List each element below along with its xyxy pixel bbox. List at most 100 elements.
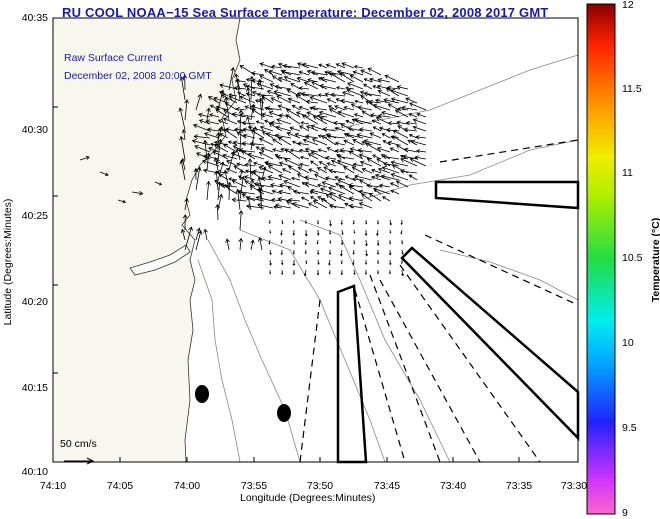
- map-title: RU COOL NOAA−15 Sea Surface Temperature:…: [62, 5, 549, 20]
- current-vector: [287, 97, 301, 104]
- current-vector: [304, 147, 319, 153]
- current-vector: [268, 110, 283, 118]
- current-vector: [366, 183, 382, 189]
- current-vector: [335, 63, 346, 69]
- current-vector: [195, 93, 203, 111]
- current-vector: [408, 133, 418, 139]
- current-vector: [325, 63, 337, 69]
- current-vector: [235, 106, 247, 112]
- current-vector: [408, 102, 427, 111]
- current-vector: [318, 110, 337, 118]
- current-vector: [217, 125, 224, 141]
- current-vector: [179, 159, 186, 181]
- current-vector: [371, 168, 382, 174]
- current-vector: [314, 173, 328, 181]
- current-vector: [202, 154, 220, 160]
- current-vector: [358, 127, 373, 133]
- current-vector: [340, 249, 343, 257]
- current-vector: [298, 148, 310, 153]
- current-vector: [376, 229, 379, 237]
- current-vector: [217, 193, 224, 211]
- current-vector: [281, 219, 284, 225]
- current-vector: [225, 238, 230, 251]
- current-vector: [236, 120, 247, 125]
- current-vector: [264, 160, 283, 167]
- current-vector: [192, 123, 211, 132]
- current-vector: [358, 202, 373, 209]
- land-mass: [52, 17, 241, 463]
- current-vector: [298, 86, 310, 91]
- current-vector: [179, 76, 186, 101]
- current-vector: [334, 126, 346, 132]
- current-vector: [184, 99, 190, 121]
- current-vector: [259, 125, 274, 132]
- current-vector: [330, 159, 346, 167]
- current-vector: [401, 239, 404, 245]
- current-vector: [195, 227, 201, 241]
- current-vector: [268, 69, 283, 76]
- current-vector: [258, 97, 263, 121]
- current-vector: [249, 178, 255, 191]
- current-vector: [281, 69, 301, 76]
- current-vector: [376, 146, 391, 153]
- current-vector: [309, 160, 319, 167]
- current-vector: [369, 77, 382, 83]
- current-vector: [329, 108, 346, 118]
- current-vector: [258, 151, 274, 160]
- current-vector: [318, 63, 328, 69]
- current-vector: [352, 139, 364, 146]
- current-vector: [285, 108, 301, 118]
- current-vector: [344, 175, 355, 181]
- current-vector: [284, 158, 301, 167]
- current-vector: [276, 95, 292, 104]
- current-vector: [281, 259, 284, 266]
- current-vector: [381, 166, 400, 174]
- ytick-label: 40:35: [21, 12, 48, 24]
- current-vector: [328, 186, 346, 195]
- current-vector: [217, 138, 223, 161]
- current-vector: [353, 229, 356, 234]
- current-vector: [270, 182, 283, 188]
- current-vector: [245, 87, 252, 111]
- current-vector: [292, 189, 310, 195]
- current-vector: [300, 121, 310, 125]
- current-vector: [250, 129, 265, 139]
- current-vector: [305, 99, 319, 105]
- current-vector: [269, 249, 272, 256]
- current-vector: [361, 110, 373, 118]
- current-vector: [363, 139, 382, 146]
- current-vector: [319, 83, 337, 90]
- radar-sectors: [336, 180, 580, 464]
- current-vector: [253, 161, 265, 167]
- current-vector: [343, 166, 355, 174]
- current-vector: [325, 194, 337, 202]
- current-vector: [334, 141, 346, 146]
- current-vector: [389, 229, 392, 234]
- current-vector: [287, 197, 301, 203]
- current-vector: [290, 83, 301, 90]
- current-vector: [299, 125, 310, 132]
- current-vector: [354, 118, 373, 125]
- ytick-label: 40:25: [21, 210, 48, 222]
- current-vector: [405, 97, 418, 104]
- current-vector: [329, 72, 346, 83]
- xtick-label: 73:45: [373, 480, 401, 492]
- current-vector: [228, 66, 235, 91]
- current-vector: [396, 120, 409, 126]
- ytick-label: 40:30: [21, 124, 48, 136]
- current-vector: [231, 112, 247, 118]
- current-vector: [338, 185, 355, 195]
- current-vector: [179, 135, 186, 161]
- colorbar-tick: 10: [622, 337, 634, 349]
- current-vector: [382, 140, 391, 146]
- current-vector: [353, 65, 364, 69]
- current-vector: [326, 162, 337, 167]
- current-vector: [337, 110, 355, 118]
- current-vector: [298, 70, 310, 76]
- current-vector: [309, 95, 328, 104]
- current-vector: [341, 62, 355, 69]
- dashed-boundaries: [299, 139, 579, 463]
- current-vectors: [79, 62, 427, 277]
- current-vector: [359, 160, 373, 167]
- current-vector: [195, 230, 203, 251]
